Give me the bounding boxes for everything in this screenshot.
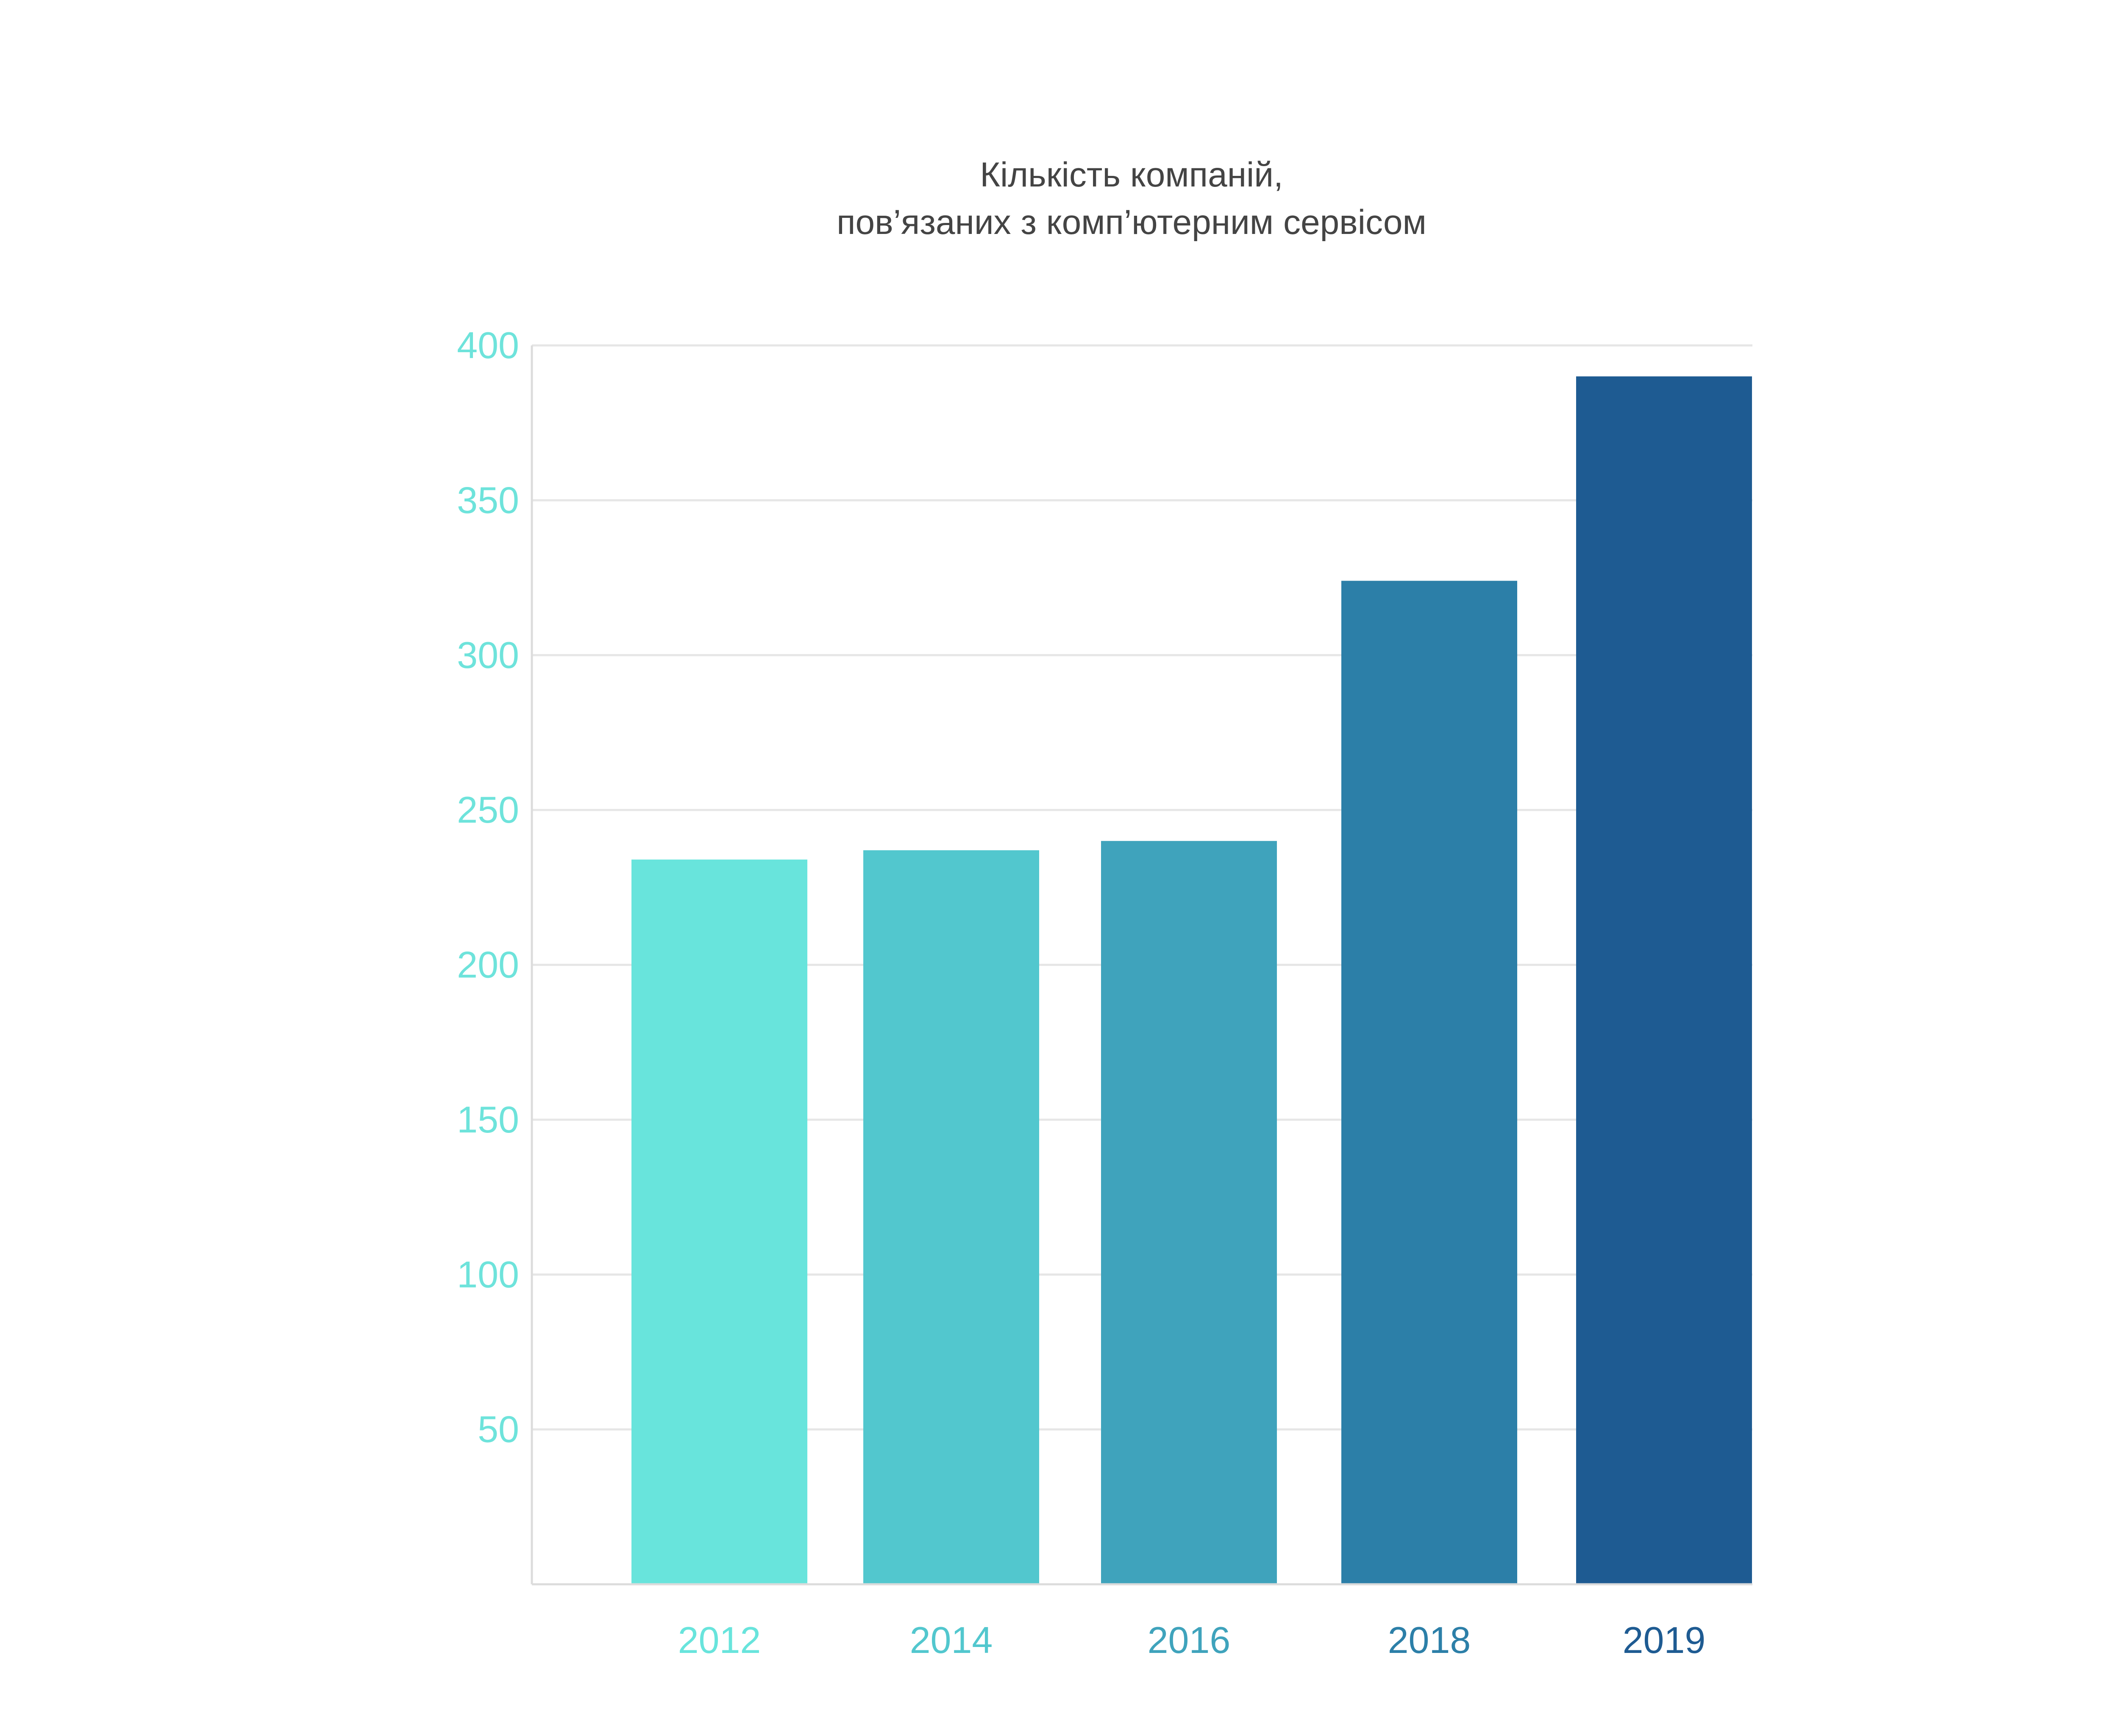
bar-2018 <box>1341 581 1517 1584</box>
bar-2019 <box>1576 376 1752 1585</box>
bars <box>631 376 1752 1585</box>
y-tick-label: 150 <box>457 1099 519 1141</box>
y-axis-ticks: 50 100 150 200 250 300 350 400 <box>457 324 519 1450</box>
y-tick-label: 100 <box>457 1253 519 1295</box>
y-tick-label: 250 <box>457 789 519 831</box>
x-tick-label: 2014 <box>910 1619 993 1661</box>
chart-title-line-2: пов’язаних з комп’ютерним сервісом <box>837 203 1427 242</box>
bar-2014 <box>863 850 1039 1584</box>
y-tick-label: 400 <box>457 324 519 366</box>
y-tick-label: 350 <box>457 479 519 521</box>
x-tick-label: 2012 <box>678 1619 761 1661</box>
x-axis-ticks: 2012 2014 2016 2018 2019 <box>678 1619 1706 1661</box>
x-tick-label: 2018 <box>1388 1619 1471 1661</box>
y-tick-label: 200 <box>457 944 519 986</box>
y-tick-label: 300 <box>457 634 519 676</box>
chart-title: Кількість компаній, пов’язаних з комп’ют… <box>837 156 1427 242</box>
x-tick-label: 2016 <box>1148 1619 1231 1661</box>
bar-2016 <box>1101 841 1277 1584</box>
bar-2012 <box>631 860 807 1584</box>
chart-title-line-1: Кількість компаній, <box>980 156 1283 194</box>
y-tick-label: 50 <box>478 1408 519 1450</box>
x-tick-label: 2019 <box>1623 1619 1706 1661</box>
